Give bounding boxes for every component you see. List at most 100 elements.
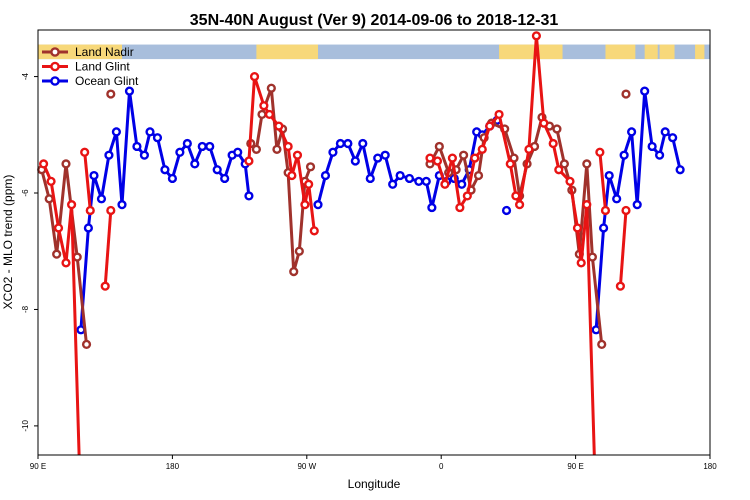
data-point bbox=[100, 281, 110, 291]
legend-entry: Ocean Glint bbox=[42, 74, 139, 88]
plot-frame bbox=[37, 29, 711, 456]
y-axis-label: XCO2 - MLO trend (ppm) bbox=[1, 175, 15, 310]
land-band-segment bbox=[659, 44, 675, 60]
series-land-glint bbox=[38, 31, 631, 456]
data-point bbox=[44, 194, 54, 204]
data-point bbox=[272, 144, 282, 154]
data-point bbox=[539, 118, 549, 128]
data-point bbox=[531, 31, 542, 41]
data-point bbox=[647, 141, 657, 152]
series-ocean-glint bbox=[76, 86, 685, 335]
data-point bbox=[473, 170, 484, 181]
data-point bbox=[597, 339, 607, 349]
y-axis: -10-8-6-4-2 bbox=[21, 72, 38, 432]
data-point bbox=[283, 141, 293, 152]
series-layer bbox=[37, 31, 685, 456]
data-point bbox=[447, 153, 458, 163]
data-point bbox=[259, 101, 269, 111]
data-point bbox=[220, 173, 230, 184]
data-point bbox=[675, 165, 685, 175]
data-point bbox=[373, 153, 383, 163]
data-point bbox=[328, 147, 338, 157]
data-point bbox=[89, 170, 99, 181]
data-point bbox=[505, 159, 515, 169]
y-tick-label: -10 bbox=[21, 420, 30, 432]
data-point bbox=[289, 267, 299, 277]
data-point bbox=[459, 150, 469, 160]
data-point bbox=[244, 156, 254, 166]
data-point bbox=[212, 165, 222, 175]
data-point bbox=[619, 150, 629, 160]
data-point bbox=[421, 176, 431, 186]
land-band-segment bbox=[499, 44, 563, 60]
data-point bbox=[582, 159, 592, 169]
data-point bbox=[524, 144, 534, 154]
data-point bbox=[380, 150, 390, 160]
land-band-segment bbox=[605, 44, 636, 60]
data-point bbox=[548, 138, 558, 149]
data-point bbox=[462, 191, 472, 201]
chart-title: 35N-40N August (Ver 9) 2014-09-06 to 201… bbox=[190, 12, 559, 29]
data-point bbox=[343, 138, 353, 149]
data-point bbox=[61, 258, 71, 268]
data-point bbox=[46, 176, 56, 186]
legend-label: Ocean Glint bbox=[75, 74, 139, 88]
data-point bbox=[104, 150, 114, 160]
data-point bbox=[660, 127, 670, 137]
data-point bbox=[559, 159, 570, 169]
data-point bbox=[205, 141, 215, 152]
data-point bbox=[668, 133, 678, 143]
data-point bbox=[233, 147, 243, 157]
data-point bbox=[167, 173, 178, 184]
data-point bbox=[152, 133, 163, 143]
data-point bbox=[654, 150, 665, 160]
x-tick-label: 180 bbox=[166, 462, 180, 471]
data-point bbox=[626, 127, 637, 137]
data-point bbox=[287, 170, 297, 181]
data-point bbox=[132, 141, 142, 152]
data-point bbox=[309, 226, 319, 236]
data-point bbox=[145, 127, 155, 137]
data-point bbox=[582, 200, 592, 210]
data-point bbox=[182, 138, 192, 149]
series-line bbox=[79, 89, 251, 330]
x-tick-label: 0 bbox=[439, 462, 444, 471]
data-point bbox=[388, 179, 398, 189]
data-point bbox=[414, 176, 424, 186]
x-tick-label: 90 E bbox=[30, 462, 46, 471]
data-point bbox=[494, 109, 504, 120]
series-line bbox=[40, 162, 88, 345]
data-point bbox=[292, 150, 303, 160]
data-point bbox=[632, 200, 642, 210]
land-ocean-band bbox=[38, 44, 710, 60]
legend-entry: Land Nadir bbox=[42, 45, 134, 59]
series-line bbox=[103, 210, 113, 287]
data-point bbox=[554, 165, 564, 175]
series-line bbox=[429, 34, 596, 456]
data-point bbox=[80, 147, 90, 157]
data-point bbox=[427, 202, 437, 213]
data-point bbox=[66, 200, 77, 210]
data-point bbox=[81, 339, 92, 349]
data-point bbox=[501, 205, 512, 216]
land-band-segment bbox=[644, 44, 658, 60]
data-point bbox=[587, 252, 598, 262]
data-point bbox=[425, 153, 435, 163]
y-tick-label: -8 bbox=[21, 305, 30, 313]
data-point bbox=[106, 89, 116, 99]
data-point bbox=[244, 191, 254, 201]
data-point bbox=[38, 159, 49, 169]
data-point bbox=[251, 144, 262, 154]
data-point bbox=[274, 121, 284, 131]
land-band-segment bbox=[38, 44, 122, 60]
data-point bbox=[604, 170, 614, 181]
data-point bbox=[440, 179, 450, 189]
data-point bbox=[335, 138, 346, 149]
data-point bbox=[300, 200, 310, 210]
data-point bbox=[160, 165, 170, 175]
data-point bbox=[598, 223, 609, 233]
data-point bbox=[264, 109, 275, 120]
data-point bbox=[85, 205, 95, 216]
x-axis-label: Longitude bbox=[348, 477, 401, 491]
